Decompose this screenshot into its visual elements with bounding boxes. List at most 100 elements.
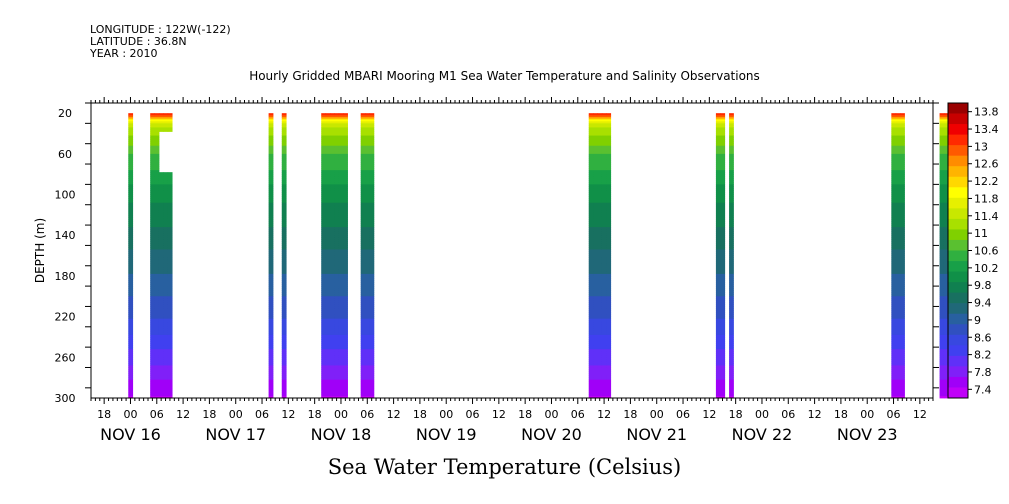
heatmap-cell xyxy=(939,121,945,124)
heatmap-cell xyxy=(729,296,734,299)
heatmap-cell xyxy=(154,273,160,277)
heatmap-cell xyxy=(729,147,734,151)
heatmap-cell xyxy=(939,194,945,197)
heatmap-cell xyxy=(900,223,905,226)
heatmap-cell xyxy=(943,389,949,393)
colorbar-label: 12.6 xyxy=(974,158,999,171)
heatmap-cell xyxy=(729,306,734,309)
heatmap-cell xyxy=(891,339,897,342)
heatmap-cell xyxy=(943,367,949,370)
heatmap-cell xyxy=(895,251,901,254)
heatmap-cell xyxy=(900,216,905,220)
heatmap-cell xyxy=(334,367,340,370)
heatmap-cell xyxy=(606,192,612,195)
heatmap-cell xyxy=(167,367,173,370)
heatmap-cell xyxy=(720,371,726,374)
heatmap-cell xyxy=(330,245,335,248)
heatmap-cell xyxy=(588,377,594,381)
heatmap-cell xyxy=(943,373,949,377)
x-hour-label: 00 xyxy=(229,408,243,421)
heatmap-cell xyxy=(900,343,905,346)
heatmap-cell xyxy=(729,347,734,350)
heatmap-cell xyxy=(588,245,594,248)
heatmap-cell xyxy=(720,235,726,238)
heatmap-cell xyxy=(163,188,169,191)
heatmap-cell xyxy=(268,245,274,248)
heatmap-cell xyxy=(268,131,274,134)
heatmap-cell xyxy=(943,162,949,165)
heatmap-cell xyxy=(593,237,598,240)
heatmap-cell xyxy=(720,141,726,145)
heatmap-cell xyxy=(154,206,160,210)
heatmap-cell xyxy=(943,261,949,265)
heatmap-cell xyxy=(720,381,726,385)
heatmap-cell xyxy=(593,383,598,387)
heatmap-cell xyxy=(338,227,344,230)
heatmap-cell xyxy=(369,345,375,348)
heatmap-cell xyxy=(167,255,173,259)
heatmap-cell xyxy=(330,241,335,244)
heatmap-cell xyxy=(597,123,603,126)
heatmap-cell xyxy=(597,216,603,220)
heatmap-cell xyxy=(891,137,897,141)
heatmap-cell xyxy=(369,308,375,311)
heatmap-cell xyxy=(895,149,901,153)
heatmap-cell xyxy=(729,243,734,246)
heatmap-cell xyxy=(167,324,173,328)
heatmap-cell xyxy=(365,170,370,173)
heatmap-cell xyxy=(606,159,612,163)
heatmap-cell xyxy=(593,353,598,356)
heatmap-cell xyxy=(601,113,607,116)
heatmap-cell xyxy=(158,267,164,271)
heatmap-cell xyxy=(895,263,901,267)
heatmap-cell xyxy=(128,359,134,362)
heatmap-cell xyxy=(606,363,612,366)
heatmap-cell xyxy=(281,184,287,187)
heatmap-cell xyxy=(330,227,335,230)
heatmap-cell xyxy=(281,194,287,197)
heatmap-cell xyxy=(601,227,607,230)
heatmap-cell xyxy=(128,129,134,132)
heatmap-cell xyxy=(360,292,366,295)
heatmap-cell xyxy=(943,170,949,173)
heatmap-cell xyxy=(128,393,134,397)
heatmap-cell xyxy=(334,389,340,393)
heatmap-cell xyxy=(720,375,726,379)
heatmap-cell xyxy=(158,330,164,334)
heatmap-cell xyxy=(360,200,366,204)
heatmap-cell xyxy=(715,170,721,173)
heatmap-cell xyxy=(150,385,155,389)
heatmap-cell xyxy=(150,237,155,240)
heatmap-cell xyxy=(150,172,155,175)
heatmap-cell xyxy=(895,310,901,313)
heatmap-cell xyxy=(281,125,287,128)
heatmap-cell xyxy=(167,265,173,269)
heatmap-cell xyxy=(325,341,331,344)
heatmap-cell xyxy=(158,341,164,344)
heatmap-cell xyxy=(281,324,287,328)
heatmap-cell xyxy=(338,375,344,379)
heatmap-cell xyxy=(334,119,340,122)
heatmap-cell xyxy=(360,127,366,130)
y-tick-label: 300 xyxy=(55,392,76,405)
heatmap-cell xyxy=(334,277,340,281)
heatmap-cell xyxy=(593,308,598,311)
colorbar-segment xyxy=(948,334,968,346)
heatmap-cell xyxy=(943,202,949,206)
heatmap-cell xyxy=(167,243,173,246)
heatmap-cell xyxy=(939,208,945,212)
heatmap-cell xyxy=(281,275,287,279)
heatmap-cell xyxy=(343,137,348,141)
heatmap-cell xyxy=(365,273,370,277)
heatmap-cell xyxy=(369,151,375,155)
heatmap-cell xyxy=(167,306,173,309)
heatmap-cell xyxy=(365,243,370,246)
heatmap-cell xyxy=(939,247,945,250)
heatmap-cell xyxy=(334,202,340,206)
heatmap-cell xyxy=(593,210,598,214)
heatmap-cell xyxy=(321,294,327,297)
heatmap-cell xyxy=(338,257,344,261)
heatmap-cell xyxy=(597,277,603,281)
heatmap-cell xyxy=(715,273,721,277)
heatmap-cell xyxy=(338,192,344,195)
